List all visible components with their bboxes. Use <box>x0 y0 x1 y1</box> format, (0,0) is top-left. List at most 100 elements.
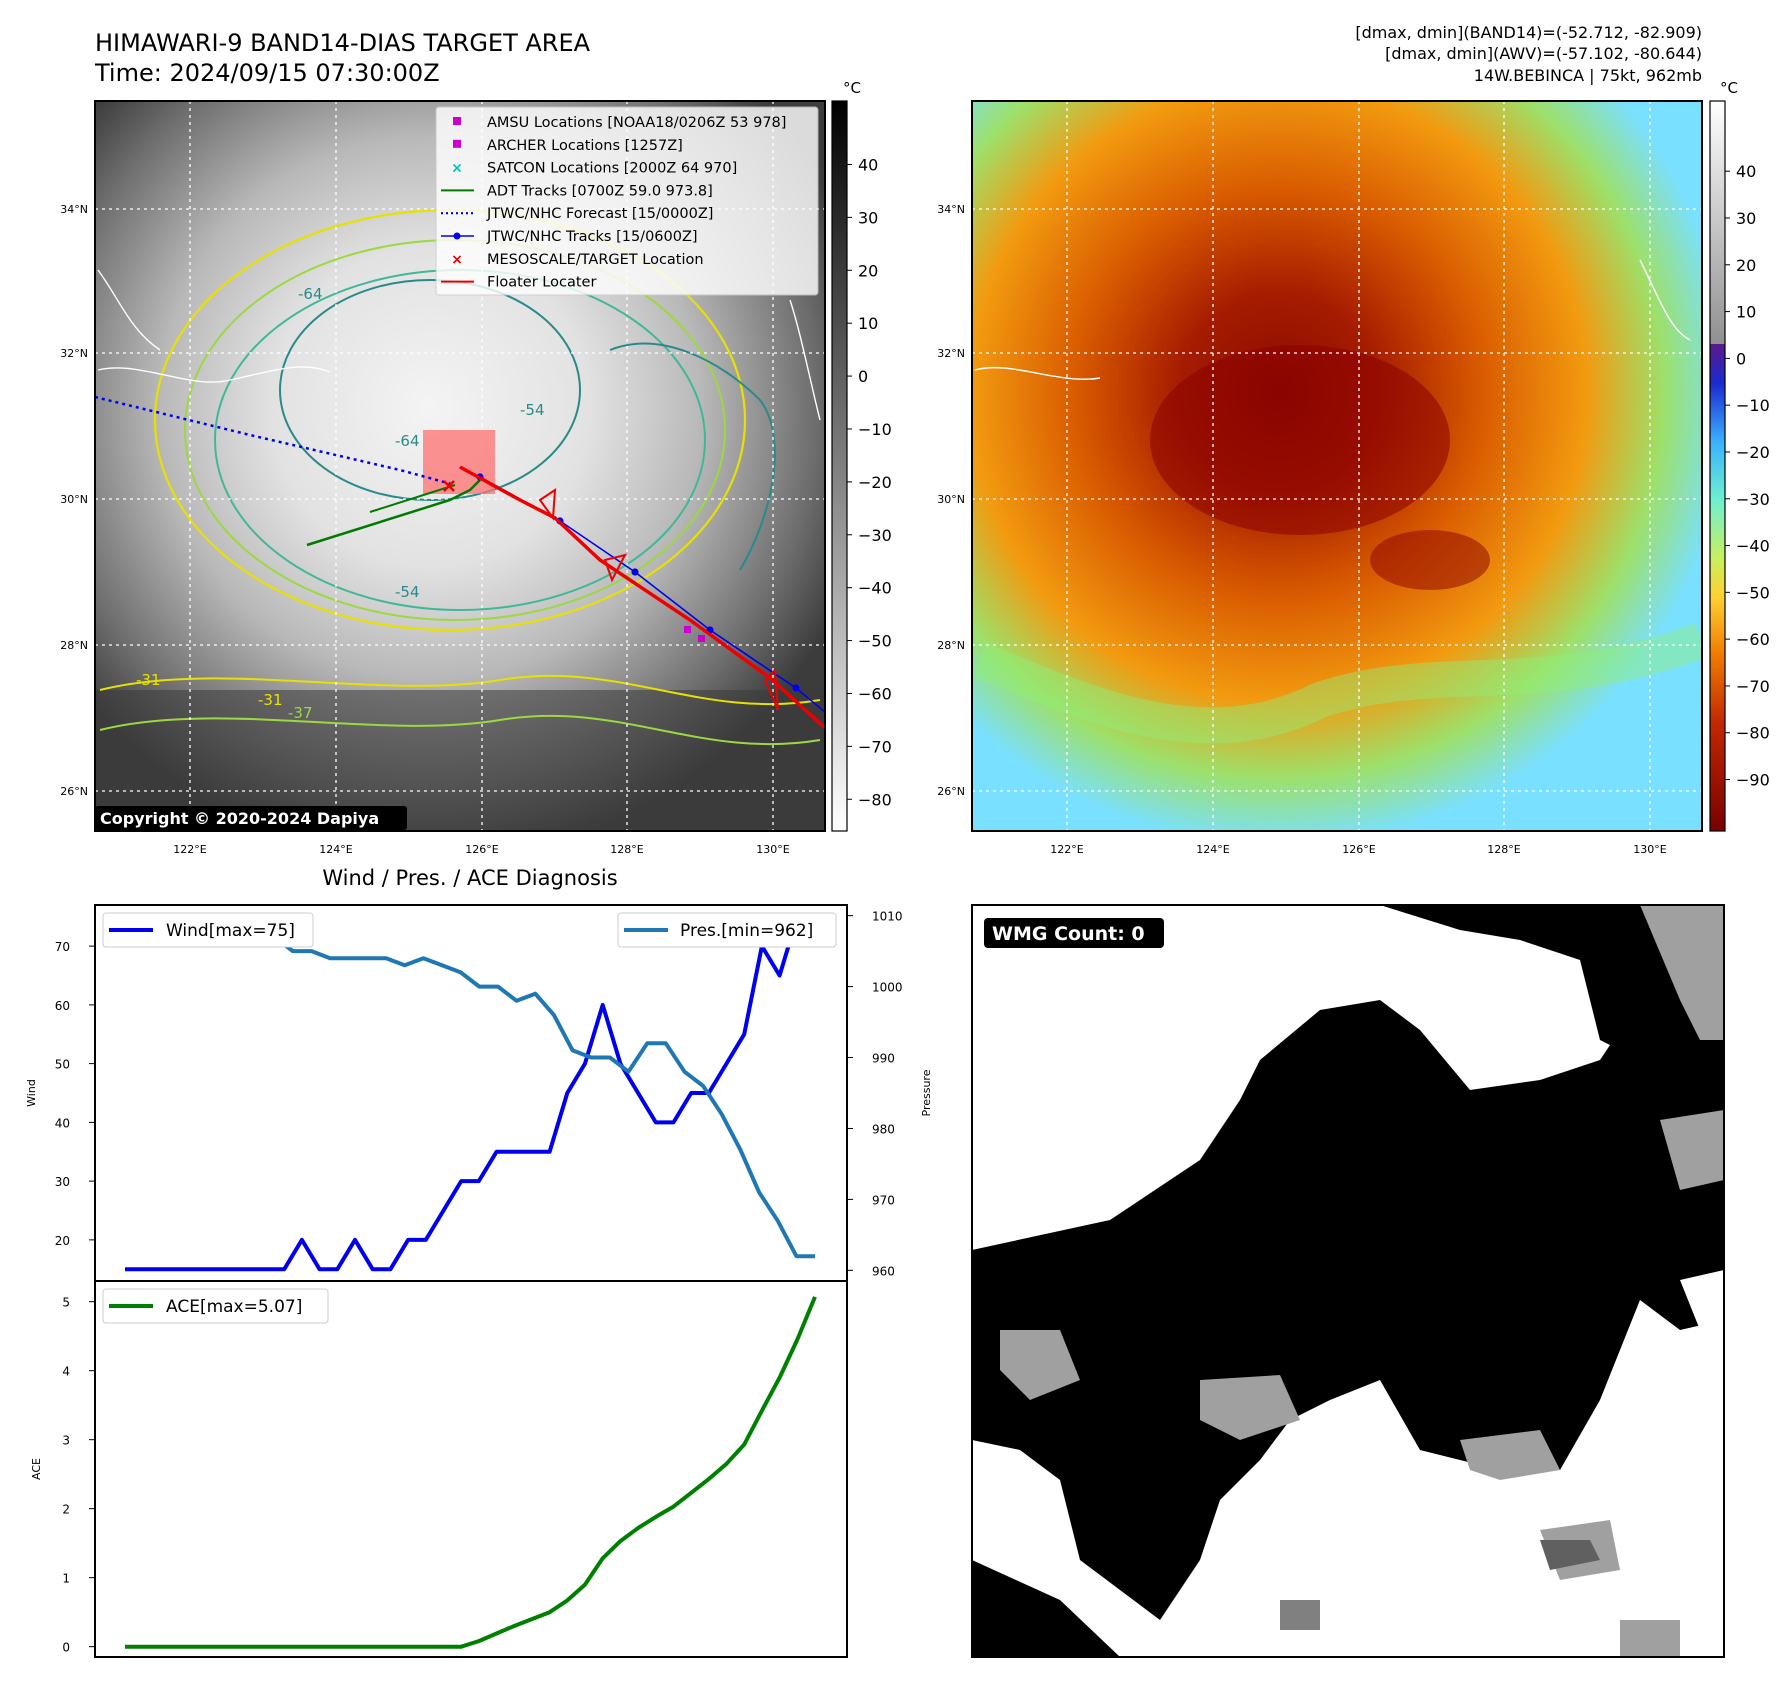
pressure-ytick: 970 <box>872 1193 895 1207</box>
pressure-legend-label: Pres.[min=962] <box>680 921 813 941</box>
contour-label: -31 <box>136 671 161 689</box>
figure-time: Time: 2024/09/15 07:30:00Z <box>94 59 440 87</box>
jtwc-forecast-track <box>95 395 456 487</box>
wind-ytick: 60 <box>55 999 70 1013</box>
colorbar-tick: −70 <box>858 737 892 756</box>
ace-legend: ACE[max=5.07] <box>102 1288 329 1324</box>
colorbar-tick: −20 <box>858 473 892 492</box>
legend-entry: Floater Locater <box>441 275 596 291</box>
floater-locater-track <box>459 465 825 730</box>
legend-label: JTWC/NHC Forecast [15/0000Z] <box>486 206 713 222</box>
wind-series-line <box>125 914 815 1272</box>
info-awv: [dmax, dmin](AWV)=(-57.102, -80.644) <box>1385 44 1702 63</box>
left-map-legend: AMSU Locations [NOAA18/0206Z 53 978] ARCH… <box>435 106 819 296</box>
legend-entry: JTWC/NHC Forecast [15/0000Z] <box>441 206 713 222</box>
left-colorbar-unit: °C <box>843 79 861 97</box>
colorbar-tick: 0 <box>1736 349 1746 368</box>
ace-legend-label: ACE[max=5.07] <box>166 1297 302 1317</box>
colorbar-tick: 30 <box>1736 209 1756 228</box>
wind-ytick: 70 <box>55 940 70 954</box>
ace-axis-label: ACE <box>30 1458 43 1480</box>
right-lat-label: 32°N <box>937 347 965 360</box>
legend-marker <box>453 139 461 148</box>
ace-series-line <box>125 1296 817 1649</box>
legend-marker: × <box>451 252 463 268</box>
contour-label: -64 <box>298 285 323 303</box>
right-lon-label: 126°E <box>1342 843 1375 856</box>
left-lon-label: 128°E <box>610 843 643 856</box>
wind-axis-label: Wind <box>25 1079 38 1107</box>
pressure-ytick: 1010 <box>872 910 903 924</box>
colorbar-tick: −30 <box>858 526 892 545</box>
wmg-panel: WMG Count: 0 <box>971 904 1725 1658</box>
colorbar-tick: −80 <box>1736 724 1770 743</box>
legend-label: ARCHER Locations [1257Z] <box>487 138 683 154</box>
adt-track <box>306 479 481 547</box>
legend-entry: JTWC/NHC Tracks [15/0600Z] <box>441 229 698 245</box>
ace-ytick: 5 <box>62 1296 70 1310</box>
legend-label: ADT Tracks [0700Z 59.0 973.8] <box>487 183 713 199</box>
left-lat-label: 30°N <box>60 493 88 506</box>
target-area-box <box>423 430 495 494</box>
wind-pressure-chart: 20 30 40 50 60 70 960 970 980 990 1000 1010 Wind Pres… <box>25 904 933 1282</box>
left-lat-label: 32°N <box>60 347 88 360</box>
pressure-axis-label: Pressure <box>920 1069 933 1116</box>
colorbar-tick: −40 <box>858 579 892 598</box>
colorbar-tick: −40 <box>1736 537 1770 556</box>
legend-entry: ARCHER Locations [1257Z] <box>453 138 683 154</box>
right-lon-label: 128°E <box>1487 843 1520 856</box>
pressure-ytick: 960 <box>872 1264 895 1278</box>
figure-title: HIMAWARI-9 BAND14-DIAS TARGET AREA <box>95 29 591 57</box>
pressure-legend: Pres.[min=962] <box>617 912 837 948</box>
pressure-ytick: 980 <box>872 1122 895 1136</box>
right-lat-label: 26°N <box>937 785 965 798</box>
info-band14: [dmax, dmin](BAND14)=(-52.712, -82.909) <box>1355 23 1702 42</box>
legend-label: JTWC/NHC Tracks [15/0600Z] <box>486 229 698 245</box>
left-lon-label: 130°E <box>756 843 789 856</box>
colorbar-tick: 30 <box>858 208 878 227</box>
wind-ytick: 50 <box>55 1058 70 1072</box>
legend-marker: × <box>451 161 463 177</box>
wmg-count-label: WMG Count: 0 <box>992 923 1145 945</box>
colorbar-tick: −10 <box>858 420 892 439</box>
diagnosis-title: Wind / Pres. / ACE Diagnosis <box>322 866 617 890</box>
legend-label: AMSU Locations [NOAA18/0206Z 53 978] <box>487 115 786 131</box>
left-lat-label: 28°N <box>60 639 88 652</box>
colorbar-tick: 10 <box>1736 303 1756 322</box>
wind-legend-label: Wind[max=75] <box>166 921 295 941</box>
right-lat-label: 28°N <box>937 639 965 652</box>
legend-marker-dot <box>453 232 461 240</box>
right-map-panel <box>972 101 1702 831</box>
left-lon-label: 122°E <box>173 843 206 856</box>
right-colorbar: °C 40 30 20 10 0 −10 −20 −30 −40 −50 −60 −70 −80 −90 <box>1709 79 1770 832</box>
colorbar-tick: 20 <box>858 261 878 280</box>
colorbar-tick: −70 <box>1736 677 1770 696</box>
right-lon-label: 130°E <box>1633 843 1666 856</box>
colorbar-tick: 0 <box>858 367 868 386</box>
colorbar-tick: 10 <box>858 314 878 333</box>
colorbar-tick: −20 <box>1736 443 1770 462</box>
ace-ytick: 1 <box>62 1572 70 1586</box>
left-lat-label: 26°N <box>60 785 88 798</box>
left-lon-label: 124°E <box>319 843 352 856</box>
contour-label: -54 <box>520 401 545 419</box>
legend-entry: × SATCON Locations [2000Z 64 970] <box>451 161 737 177</box>
colorbar-tick: −30 <box>1736 490 1770 509</box>
colorbar-tick: 20 <box>1736 256 1756 275</box>
legend-label: MESOSCALE/TARGET Location <box>487 252 704 268</box>
legend-entry: AMSU Locations [NOAA18/0206Z 53 978] <box>453 115 786 131</box>
contour-label: -64 <box>395 432 420 450</box>
pressure-ytick: 1000 <box>872 981 903 995</box>
colorbar-tick: −60 <box>1736 630 1770 649</box>
contour-label: -37 <box>288 704 313 722</box>
wind-legend: Wind[max=75] <box>102 912 314 948</box>
legend-entry: × MESOSCALE/TARGET Location <box>451 252 703 268</box>
left-lat-label: 34°N <box>60 203 88 216</box>
right-lat-label: 34°N <box>937 203 965 216</box>
contour-label: -54 <box>395 583 420 601</box>
legend-marker <box>453 117 461 125</box>
colorbar-tick: −90 <box>1736 771 1770 790</box>
right-colorbar-unit: °C <box>1720 79 1738 97</box>
right-lon-label: 122°E <box>1050 843 1083 856</box>
